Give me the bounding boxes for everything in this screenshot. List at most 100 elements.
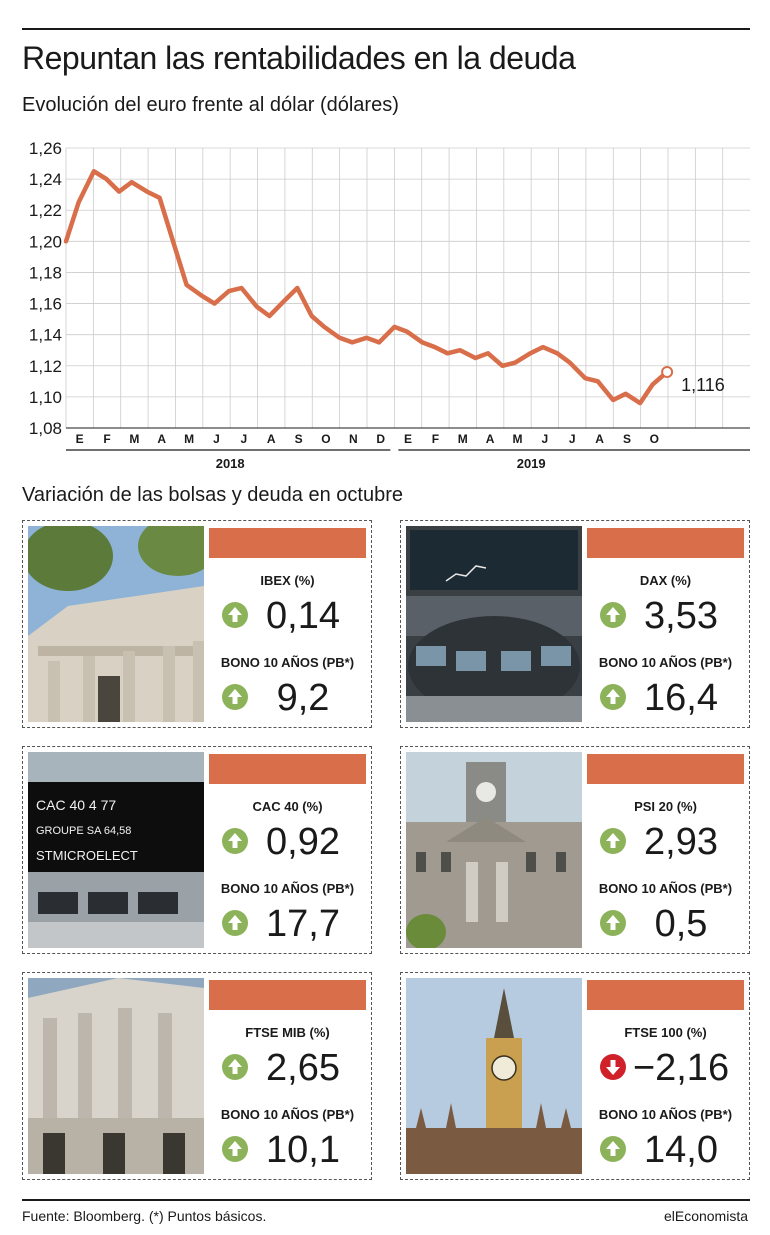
ticker-text: STMICROELECT (36, 848, 138, 863)
bond-label: BONO 10 AÑOS (PB*) (598, 881, 733, 896)
index-value: 2,93 (644, 821, 718, 863)
x-tick-label: A (486, 432, 495, 446)
last-point-marker (661, 366, 674, 378)
x-tick-label: F (103, 432, 110, 446)
index-label: CAC 40 (%) (252, 799, 323, 814)
y-tick-label: 1,20 (29, 232, 62, 251)
x-tick-label: J (542, 432, 549, 446)
x-tick-label: J (213, 432, 220, 446)
x-tick-label: A (595, 432, 604, 446)
y-tick-label: 1,10 (29, 388, 62, 407)
accent-banner (587, 754, 744, 784)
index-label: PSI 20 (%) (634, 799, 697, 814)
x-tick-label: M (513, 432, 523, 446)
x-tick-label: J (569, 432, 576, 446)
x-tick-label: O (321, 432, 330, 446)
accent-banner (587, 980, 744, 1010)
up-arrow-icon (222, 684, 248, 710)
y-tick-label: 1,22 (29, 201, 62, 220)
index-value: −2,16 (632, 1047, 730, 1089)
photo-lisbon-building (406, 752, 582, 948)
index-value: 2,65 (266, 1047, 340, 1089)
x-tick-label: F (432, 432, 439, 446)
bond-value: 16,4 (644, 677, 718, 719)
x-tick-label: S (295, 432, 303, 446)
year-label: 2019 (517, 456, 546, 471)
index-value: 0,14 (266, 595, 340, 637)
x-tick-label: O (650, 432, 659, 446)
bond-value: 10,1 (266, 1129, 340, 1171)
panel-ftse-100: FTSE 100 (%) −2,16 BONO 10 AÑOS (PB*) 14… (400, 972, 750, 1180)
x-tick-label: N (349, 432, 358, 446)
bond-value: 17,7 (266, 903, 340, 945)
up-arrow-icon (600, 828, 626, 854)
x-tick-label: S (623, 432, 631, 446)
panel-psi20: PSI 20 (%) 2,93 BONO 10 AÑOS (PB*) 0,5 (400, 746, 750, 954)
bond-value: 14,0 (644, 1129, 718, 1171)
bond-value: 9,2 (276, 677, 330, 719)
index-value: 0,92 (266, 821, 340, 863)
page-title: Repuntan las rentabilidades en la deuda (22, 40, 576, 76)
up-arrow-icon (222, 1054, 248, 1080)
up-arrow-icon (600, 684, 626, 710)
x-tick-label: E (76, 432, 84, 446)
y-tick-label: 1,18 (29, 263, 62, 282)
x-tick-label: A (267, 432, 276, 446)
euro-dollar-chart: 1,26 1,24 1,22 1,20 1,18 1,16 1,14 1,12 1,10 1,08… (29, 139, 750, 471)
section-title: Variación de las bolsas y deuda en octub… (22, 484, 403, 506)
down-arrow-icon (600, 1054, 626, 1080)
y-tick-label: 1,24 (29, 170, 62, 189)
bond-value: 0,5 (654, 903, 708, 945)
photo-milan-bourse (28, 978, 204, 1174)
index-label: FTSE MIB (%) (245, 1025, 330, 1040)
panel-ftse-mib: FTSE MIB (%) 2,65 BONO 10 AÑOS (PB*) 10,… (22, 972, 372, 1180)
up-arrow-icon (600, 1136, 626, 1162)
x-tick-label: M (129, 432, 139, 446)
x-tick-label: M (458, 432, 468, 446)
panel-cac40: CAC 40 4 77 GROUPE SA 64,58 STMICROELECT… (22, 746, 372, 954)
up-arrow-icon (600, 602, 626, 628)
panel-dax: DAX (%) 3,53 BONO 10 AÑOS (PB*) 16,4 (400, 520, 750, 728)
y-tick-label: 1,12 (29, 357, 62, 376)
x-tick-label: A (157, 432, 166, 446)
index-label: DAX (%) (639, 573, 692, 588)
last-value-label: 1,116 (681, 375, 725, 395)
ticker-text: CAC 40 4 77 (36, 797, 116, 813)
x-tick-label: J (241, 432, 248, 446)
index-value: 3,53 (644, 595, 718, 637)
photo-paris-trading-floor: CAC 40 4 77 GROUPE SA 64,58 STMICROELECT (28, 752, 204, 948)
accent-banner (209, 980, 366, 1010)
bond-label: BONO 10 AÑOS (PB*) (598, 1107, 733, 1122)
x-tick-label: M (184, 432, 194, 446)
chart-subtitle: Evolución del euro frente al dólar (dóla… (22, 94, 399, 116)
footer-rule (22, 1199, 750, 1201)
x-tick-label: D (376, 432, 385, 446)
x-tick-label: E (404, 432, 412, 446)
up-arrow-icon (222, 910, 248, 936)
up-arrow-icon (600, 910, 626, 936)
top-rule (22, 28, 750, 30)
photo-frankfurt-trading-floor (406, 526, 582, 722)
bond-label: BONO 10 AÑOS (PB*) (220, 881, 355, 896)
up-arrow-icon (222, 1136, 248, 1162)
bond-label: BONO 10 AÑOS (PB*) (220, 655, 355, 670)
accent-banner (209, 528, 366, 558)
y-tick-label: 1,08 (29, 419, 62, 438)
up-arrow-icon (222, 602, 248, 628)
bond-label: BONO 10 AÑOS (PB*) (598, 655, 733, 670)
index-label: FTSE 100 (%) (624, 1025, 707, 1040)
up-arrow-icon (222, 828, 248, 854)
accent-banner (587, 528, 744, 558)
panel-ibex: IBEX (%) 0,14 BONO 10 AÑOS (PB*) 9,2 (22, 520, 372, 728)
photo-big-ben (406, 978, 582, 1174)
photo-bolsa-madrid (28, 526, 204, 722)
accent-banner (209, 754, 366, 784)
ticker-text: GROUPE SA 64,58 (36, 825, 131, 837)
y-tick-label: 1,16 (29, 295, 62, 314)
source-note: Fuente: Bloomberg. (*) Puntos básicos. (22, 1208, 267, 1224)
y-tick-label: 1,26 (29, 139, 62, 158)
bond-label: BONO 10 AÑOS (PB*) (220, 1107, 355, 1122)
index-label: IBEX (%) (260, 573, 315, 588)
year-label: 2018 (216, 456, 245, 471)
brand-name: elEconomista (663, 1208, 748, 1224)
